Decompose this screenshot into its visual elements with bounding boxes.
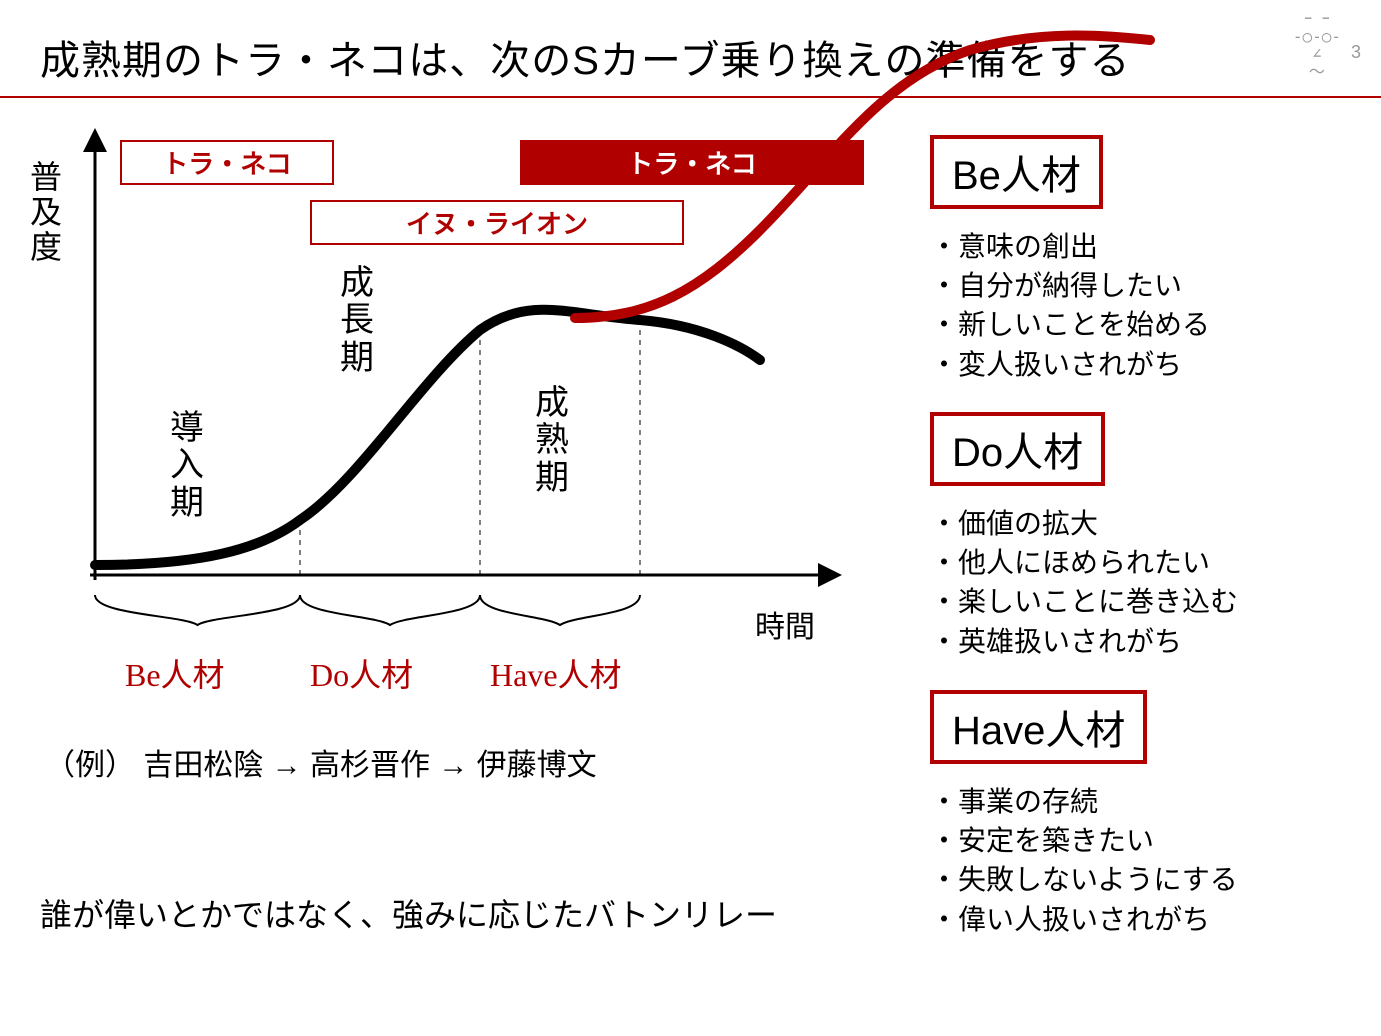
side-section-0: Be人材意味の創出自分が納得したい新しいことを始める変人扱いされがち [930,135,1350,408]
side-title-0: Be人材 [930,135,1103,209]
side-title-2: Have人材 [930,690,1147,764]
side-list-2: 事業の存続安定を築きたい失敗しないようにする偉い人扱いされがち [930,782,1350,939]
phase-growth: 成長期 [340,265,374,377]
example-line: （例） 吉田松陰 → 高杉晋作 → 伊藤博文 [45,740,597,784]
brace-label-be: Be人材 [125,650,225,696]
phase-mature: 成熟期 [535,385,569,497]
side-list-1: 価値の拡大他人にほめられたい楽しいことに巻き込む英雄扱いされがち [930,504,1350,661]
side-list-0: 意味の創出自分が納得したい新しいことを始める変人扱いされがち [930,227,1350,384]
side-item: 楽しいことに巻き込む [930,582,1350,621]
x-axis-label: 時間 [755,602,815,646]
side-title-1: Do人材 [930,412,1105,486]
side-item: 事業の存続 [930,782,1350,821]
summary-text: 誰が偉いとかではなく、強みに応じたバトンリレー [40,890,777,936]
side-item: 他人にほめられたい [930,543,1350,582]
side-item: 英雄扱いされがち [930,622,1350,661]
side-item: 変人扱いされがち [930,345,1350,384]
side-item: 新しいことを始める [930,305,1350,344]
side-item: 偉い人扱いされがち [930,900,1350,939]
side-section-2: Have人材事業の存続安定を築きたい失敗しないようにする偉い人扱いされがち [930,690,1350,963]
side-item: 安定を築きたい [930,821,1350,860]
example-prefix: （例） [45,749,135,782]
y-axis-label: 普及度 [30,160,62,266]
legend-tora1: トラ・ネコ [120,140,334,185]
example-text: 吉田松陰 → 高杉晋作 → 伊藤博文 [143,749,596,782]
side-item: 失敗しないようにする [930,860,1350,899]
side-item: 価値の拡大 [930,504,1350,543]
phase-intro: 導入期 [170,410,204,522]
brace-label-do: Do人材 [310,650,413,696]
side-item: 意味の創出 [930,227,1350,266]
side-section-1: Do人材価値の拡大他人にほめられたい楽しいことに巻き込む英雄扱いされがち [930,412,1350,685]
legend-inu: イヌ・ライオン [310,200,684,245]
side-item: 自分が納得したい [930,266,1350,305]
brace-label-have: Have人材 [490,650,622,696]
legend-tora2: トラ・ネコ [520,140,864,185]
